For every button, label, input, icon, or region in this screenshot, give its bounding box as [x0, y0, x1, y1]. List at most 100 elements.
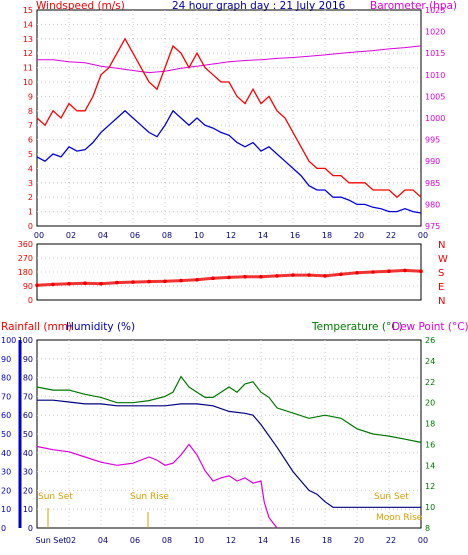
wind-y-tick-label: 4 [28, 164, 33, 173]
wind-x-tick-label: 00 [34, 231, 44, 240]
rain-y-tick-label: 70 [1, 392, 11, 401]
sun-set-left-label: Sun Set [38, 492, 73, 502]
wind-y-tick-label: 6 [28, 136, 33, 145]
barometer-tick-label: 1025 [425, 6, 445, 15]
moon-rise-label: Moon Rise [376, 513, 423, 523]
humidity-y-tick-label: 70 [23, 392, 33, 401]
rain-y-tick-label: 30 [1, 468, 11, 477]
wind-y-tick-label: 13 [23, 35, 33, 44]
barometer-line [37, 45, 422, 74]
wind-x-tick-label: 00 [418, 231, 428, 240]
barometer-tick-label: 995 [425, 136, 440, 145]
temp-x-tick-label: 14 [258, 536, 268, 545]
barometer-label: Barometer (hpa) [370, 0, 457, 12]
sun-rise-label: Sun Rise [130, 492, 169, 502]
temp-y-tick-label: 26 [425, 336, 435, 345]
gust-line [36, 37, 422, 199]
temperature-line [36, 375, 422, 443]
rain-y-tick-label: 10 [1, 505, 11, 514]
wind-speed-line [36, 109, 422, 214]
wind-y-tick-label: 14 [23, 20, 33, 29]
humidity-y-tick-label: 30 [23, 468, 33, 477]
rain-y-tick-label: 100 [1, 336, 16, 345]
humidity-y-tick-label: 80 [23, 374, 33, 383]
temp-y-tick-label: 14 [425, 461, 435, 470]
wind-y-tick-label: 12 [23, 49, 33, 58]
direction-y-tick-label: 360 [18, 240, 33, 249]
graph-title: 24 hour graph day : 21 July 2016 [172, 0, 346, 12]
temperature-label: Temperature (°C) [311, 321, 403, 333]
humidity-y-tick-label: 0 [28, 524, 33, 533]
humidity-y-tick-label: 40 [23, 449, 33, 458]
barometer-tick-label: 1005 [425, 92, 445, 101]
temp-x-tick-label: 04 [98, 536, 108, 545]
rain-y-tick-label: 40 [1, 449, 11, 458]
barometer-tick-label: 985 [425, 179, 440, 188]
temp-y-tick-label: 12 [425, 482, 435, 491]
wind-x-tick-label: 18 [322, 231, 332, 240]
barometer-tick-label: 975 [425, 222, 440, 231]
temp-x-tick-label: 20 [354, 536, 364, 545]
wind-x-tick-label: 12 [226, 231, 236, 240]
wind-y-tick-label: 10 [23, 78, 33, 87]
windspeed-label: Windspeed (m/s) [36, 0, 125, 12]
barometer-tick-label: 980 [425, 200, 440, 209]
temp-y-tick-label: 8 [425, 524, 430, 533]
direction-y-tick-label: 0 [28, 296, 33, 305]
temp-y-tick-label: 22 [425, 378, 435, 387]
compass-label: E [438, 282, 444, 293]
temp-y-tick-label: 24 [425, 357, 435, 366]
direction-y-tick-label: 90 [23, 282, 33, 291]
humidity-line [37, 399, 421, 508]
temp-x-tick-label: 08 [162, 536, 172, 545]
temp-x-tick-label: 02 [66, 536, 76, 545]
wind-y-tick-label: 11 [23, 64, 33, 73]
barometer-tick-label: 990 [425, 157, 440, 166]
temp-x-tick-label: 12 [226, 536, 236, 545]
rain-y-tick-label: 20 [1, 486, 11, 495]
temp-y-tick-label: 16 [425, 440, 435, 449]
barometer-tick-label: 1000 [425, 114, 445, 123]
barometer-tick-label: 1015 [425, 49, 445, 58]
humidity-y-tick-label: 100 [18, 336, 33, 345]
rain-y-tick-label: 90 [1, 355, 11, 364]
rain-y-tick-label: 60 [1, 411, 11, 420]
direction-line [36, 268, 422, 287]
wind-x-tick-label: 06 [130, 231, 140, 240]
direction-y-tick-label: 180 [18, 268, 33, 277]
wind-x-tick-label: 02 [66, 231, 76, 240]
wind-y-tick-label: 0 [28, 222, 33, 231]
sun-set-right-label: Sun Set [374, 492, 409, 502]
wind-y-tick-label: 2 [28, 193, 33, 202]
temp-x-tick-label: 06 [130, 536, 140, 545]
dewpoint-line [36, 443, 278, 529]
wind-x-tick-label: 20 [354, 231, 364, 240]
wind-x-tick-label: 10 [194, 231, 204, 240]
wind-y-tick-label: 7 [28, 121, 33, 130]
temp-x-tick-label: 00 [418, 536, 428, 545]
wind-x-tick-label: 16 [290, 231, 300, 240]
barometer-tick-label: 1020 [425, 28, 445, 37]
temp-x-tick-label: Sun Set [36, 536, 67, 545]
temp-x-tick-label: 22 [386, 536, 396, 545]
barometer-tick-label: 1010 [425, 71, 445, 80]
humidity-y-tick-label: 60 [23, 411, 33, 420]
wind-y-tick-label: 3 [28, 179, 33, 188]
wind-y-tick-label: 1 [28, 208, 33, 217]
rainfall-label: Rainfall (mm) [1, 321, 72, 333]
temp-y-tick-label: 20 [425, 399, 435, 408]
compass-label: N [438, 296, 445, 307]
humidity-y-tick-label: 10 [23, 505, 33, 514]
wind-x-tick-label: 08 [162, 231, 172, 240]
wind-y-tick-label: 8 [28, 107, 33, 116]
rain-y-tick-label: 50 [1, 430, 11, 439]
dewpoint-label: Dew Point (°C) [392, 321, 468, 333]
wind-x-tick-label: 04 [98, 231, 108, 240]
temp-x-tick-label: 16 [290, 536, 300, 545]
compass-label: N [438, 240, 445, 251]
humidity-y-tick-label: 50 [23, 430, 33, 439]
temp-y-tick-label: 18 [425, 420, 435, 429]
temp-x-tick-label: 10 [194, 536, 204, 545]
wind-y-tick-label: 15 [23, 6, 33, 15]
